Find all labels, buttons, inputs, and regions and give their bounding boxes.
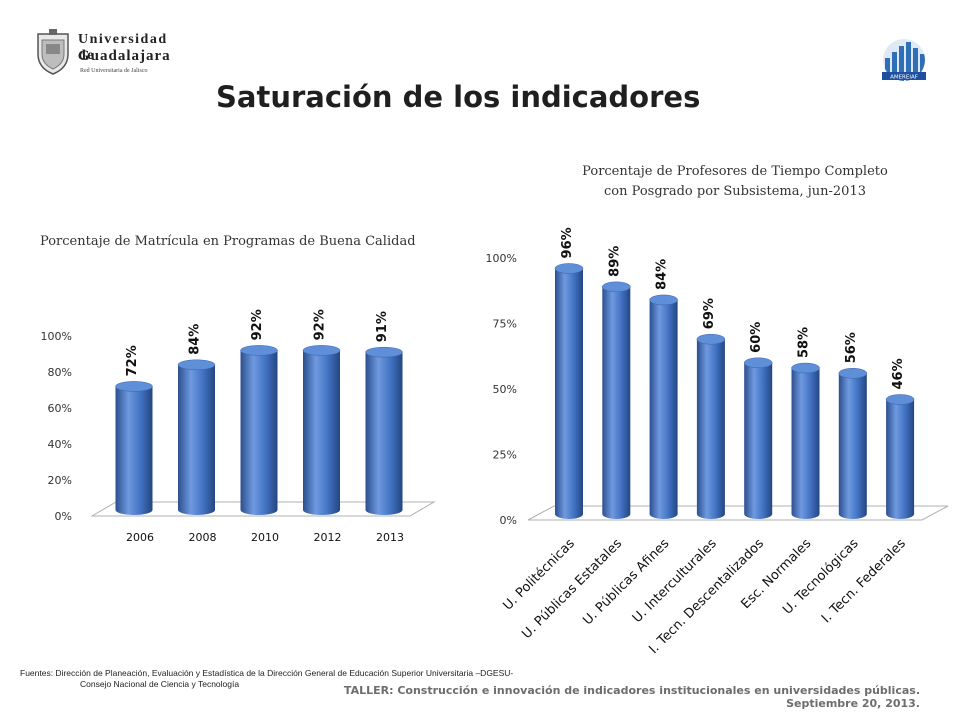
chart2-bar-top <box>885 394 915 405</box>
chart2-category-label: I. Tecn. Federales <box>819 536 909 626</box>
amereiaf-label: AMEREIAF <box>890 75 918 81</box>
chart2-bar-top <box>554 263 584 274</box>
chart2-bar-top <box>649 294 678 306</box>
chart1-plot: 0% 20% 40% 60% 80% 100% 72% 2006 84% 2008 92% 2010 9… <box>41 309 436 544</box>
chart2-category-label: U. Tecnológicas <box>780 536 862 618</box>
chart2-category-label: Esc. Normales <box>739 536 815 612</box>
taller-line1: TALLER: Construcción e innovación de ind… <box>343 684 920 697</box>
taller-line2: Septiembre 20, 2013. <box>786 697 920 710</box>
chart2-floor <box>527 505 949 521</box>
chart2-data-label: 96% <box>560 227 575 258</box>
chart2-ytick-label: 0% <box>500 514 517 527</box>
chart1-data-label: 72% <box>125 345 140 376</box>
logo-line2: Guadalajara <box>78 48 171 64</box>
chart1-category-label: 2012 <box>314 531 342 544</box>
chart2-bar <box>555 268 583 519</box>
chart1-ytick-label: 100% <box>41 330 72 343</box>
chart1-category-label: 2008 <box>189 531 217 544</box>
chart2-category-label: U. Públicas Afines <box>580 536 672 628</box>
chart2-ytick-label: 25% <box>493 449 517 462</box>
chart1-bar-top <box>302 345 341 356</box>
chart1-title: Porcentaje de Matrícula en Programas de … <box>40 234 416 249</box>
chart1-bar <box>178 364 215 515</box>
chart2-ytick-label: 100% <box>486 252 517 265</box>
chart2-bar <box>696 339 725 519</box>
chart1-ytick-label: 60% <box>48 402 72 415</box>
chart1-data-label: 91% <box>375 311 390 342</box>
chart1-data-label: 84% <box>188 324 203 355</box>
chart2-bar <box>838 373 867 519</box>
chart2-data-label: 58% <box>797 327 812 358</box>
chart2-data-label: 84% <box>655 259 670 290</box>
chart2-title-line1: Porcentaje de Profesores de Tiempo Compl… <box>582 164 888 179</box>
chart2-ytick-label: 50% <box>493 383 517 396</box>
chart2-bar-top <box>838 368 868 379</box>
universidad-de-guadalajara-logo: Universidad de Guadalajara Red Universit… <box>34 28 184 78</box>
chart2-title: Porcentaje de Profesores de Tiempo Compl… <box>560 162 910 202</box>
chart2-data-label: 89% <box>607 246 622 277</box>
chart1-bar-top <box>115 381 153 392</box>
page-title: Saturación de los indicadores <box>216 80 701 114</box>
chart1-bar <box>240 350 278 515</box>
chart1-bar <box>365 352 403 515</box>
chart2-bar <box>791 368 820 519</box>
chart2-title-line2: con Posgrado por Subsistema, jun-2013 <box>603 184 866 199</box>
chart1-bar <box>115 386 153 515</box>
chart1-category-label: 2006 <box>126 531 154 544</box>
chart1-bar <box>303 350 340 515</box>
amereiaf-logo: AMEREIAF <box>876 38 932 86</box>
chart1-bar-top <box>177 359 216 371</box>
sources-line1: Fuentes: Dirección de Planeación, Evalua… <box>20 668 514 678</box>
chart1-ytick-label: 40% <box>48 438 72 451</box>
chart1-ytick-label: 20% <box>48 474 72 487</box>
chart2-data-label: 60% <box>749 322 764 353</box>
chart2-category-label: I. Tecn. Descentalizados <box>646 536 767 657</box>
chart1-category-label: 2010 <box>251 531 279 544</box>
chart2-category-label: U. Interculturales <box>630 536 720 626</box>
chart2-category-label: U. Politécnicas <box>501 536 578 613</box>
taller-footer: TALLER: Construcción e innovación de ind… <box>344 684 920 710</box>
chart1-ytick-label: 0% <box>55 510 72 523</box>
logo-line3: Red Universitaria de Jalisco <box>80 68 148 74</box>
chart1-data-label: 92% <box>250 309 265 340</box>
chart2-data-label: 56% <box>844 332 859 363</box>
amereiaf-emblem-icon: AMEREIAF <box>882 39 926 81</box>
chart2-bar-top <box>602 281 631 293</box>
chart2-bar <box>744 362 773 519</box>
chart2-plot: 0% 25% 50% 75% 100% 96% U. Politécnicas 89% U. P… <box>486 227 949 657</box>
chart2-data-label: 46% <box>891 358 906 389</box>
crest-icon <box>37 29 69 75</box>
chart2-data-label: 69% <box>702 298 717 329</box>
sources-note: Fuentes: Dirección de Planeación, Evalua… <box>20 668 513 690</box>
chart2-ytick-label: 75% <box>493 318 517 331</box>
chart2-category-label: U. Públicas Estatales <box>519 536 625 642</box>
chart1-data-label: 92% <box>313 309 328 340</box>
sources-line2: Consejo Nacional de Ciencia y Tecnología <box>80 679 240 689</box>
chart2-bar-top <box>743 357 773 369</box>
chart2-bar <box>649 299 678 519</box>
chart1-ytick-label: 80% <box>48 366 72 379</box>
chart2-bar-top <box>791 362 820 374</box>
chart1-bar-top <box>365 346 403 358</box>
chart1-bar-top <box>240 345 278 356</box>
chart1-category-label: 2013 <box>376 531 404 544</box>
chart2-bar <box>602 286 631 519</box>
logo-line1: Universidad de <box>78 32 168 63</box>
chart1-floor <box>90 501 436 517</box>
chart2-bar <box>886 399 915 519</box>
chart2-bar-top <box>696 333 726 345</box>
